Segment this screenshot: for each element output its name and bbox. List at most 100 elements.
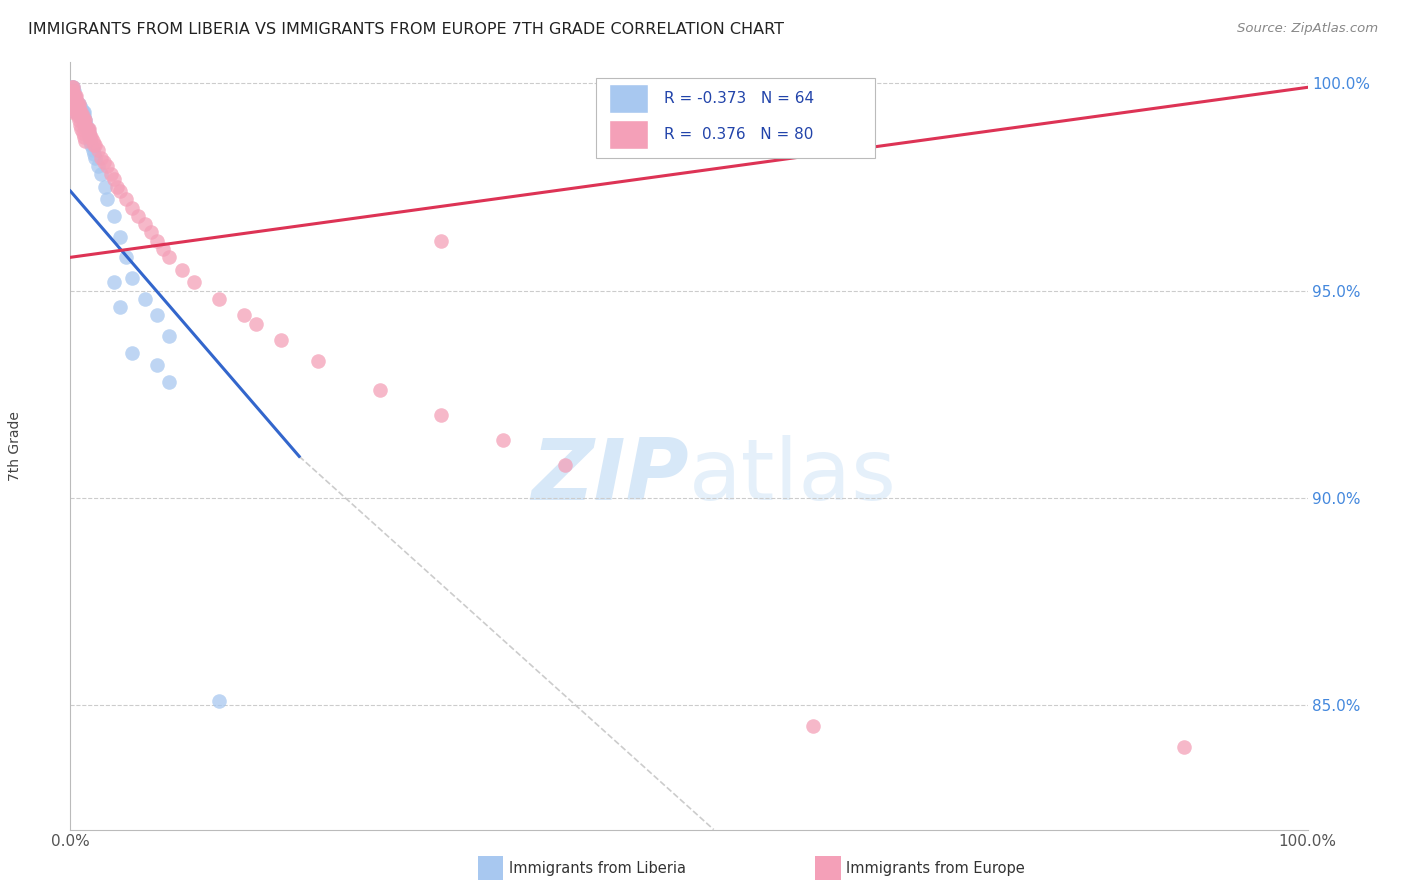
Point (65, 88, 87, 103)
Point (60, 105, 83, 120)
Point (82, 134, 104, 148)
Point (554, 458, 576, 472)
Point (103, 171, 125, 186)
Point (103, 275, 125, 289)
Text: Immigrants from Liberia: Immigrants from Liberia (509, 862, 686, 876)
Point (83, 146, 105, 161)
Point (73, 109, 96, 123)
Point (65, 105, 87, 120)
Point (75, 134, 97, 148)
Point (66, 101, 89, 115)
Point (67, 113, 90, 128)
Point (90, 151, 112, 165)
Point (127, 209, 149, 223)
Point (208, 694, 231, 708)
Point (105, 179, 128, 194)
Point (63, 88, 86, 103)
Text: Source: ZipAtlas.com: Source: ZipAtlas.com (1237, 22, 1378, 36)
Point (62, 88, 84, 103)
Point (69, 109, 91, 123)
Point (80, 138, 103, 153)
Point (75, 113, 97, 128)
Point (63, 101, 86, 115)
Point (82, 143, 104, 157)
Point (75, 118, 97, 132)
Point (63, 85, 86, 99)
Point (69, 118, 91, 132)
Point (62, 88, 84, 103)
Point (100, 168, 122, 182)
Bar (609, 120, 648, 149)
Point (60, 88, 83, 103)
Point (63, 93, 86, 107)
Text: IMMIGRANTS FROM LIBERIA VS IMMIGRANTS FROM EUROPE 7TH GRADE CORRELATION CHART: IMMIGRANTS FROM LIBERIA VS IMMIGRANTS FR… (28, 22, 785, 37)
Point (70, 121, 93, 136)
Point (307, 354, 329, 368)
Point (94, 179, 117, 194)
Point (62, 93, 84, 107)
Point (157, 375, 180, 389)
Point (65, 101, 87, 115)
Point (65, 96, 87, 111)
Point (73, 105, 96, 120)
Point (270, 333, 292, 347)
Point (67, 101, 90, 115)
Point (80, 130, 103, 145)
Point (84, 138, 107, 153)
Point (65, 101, 87, 115)
Point (121, 271, 143, 285)
Point (66, 101, 89, 115)
FancyBboxPatch shape (596, 78, 875, 158)
Point (72, 113, 94, 128)
Point (63, 96, 86, 111)
Point (72, 126, 94, 140)
Point (75, 118, 97, 132)
Point (63, 88, 86, 103)
Point (115, 192, 138, 206)
Point (70, 109, 93, 123)
Point (60, 80, 83, 95)
Point (208, 292, 231, 306)
Point (65, 88, 87, 103)
Point (134, 292, 156, 306)
Point (67, 101, 90, 115)
Point (157, 329, 180, 343)
Point (73, 113, 96, 128)
Point (66, 105, 89, 120)
Point (368, 383, 391, 397)
Point (72, 105, 94, 120)
Point (65, 93, 87, 107)
Point (66, 109, 89, 123)
Point (108, 300, 131, 314)
Point (66, 96, 89, 111)
Point (492, 433, 515, 447)
Point (430, 234, 453, 248)
Point (72, 113, 94, 128)
Point (60, 80, 83, 95)
Bar (609, 84, 648, 113)
Point (63, 96, 86, 111)
Point (75, 113, 97, 128)
Point (84, 151, 107, 165)
Point (79, 130, 101, 145)
Point (70, 105, 93, 120)
Point (69, 109, 91, 123)
Point (69, 105, 91, 120)
Point (60, 101, 83, 115)
Point (65, 96, 87, 111)
Point (60, 88, 83, 103)
Point (134, 217, 156, 231)
Point (157, 250, 180, 264)
Point (77, 121, 100, 136)
Point (73, 130, 96, 145)
Point (62, 80, 84, 95)
Point (67, 96, 90, 111)
Point (170, 262, 193, 277)
Point (72, 109, 94, 123)
Point (76, 121, 98, 136)
Point (65, 93, 87, 107)
Point (1173, 739, 1195, 754)
Point (139, 226, 162, 240)
Point (152, 242, 174, 256)
Point (75, 121, 97, 136)
